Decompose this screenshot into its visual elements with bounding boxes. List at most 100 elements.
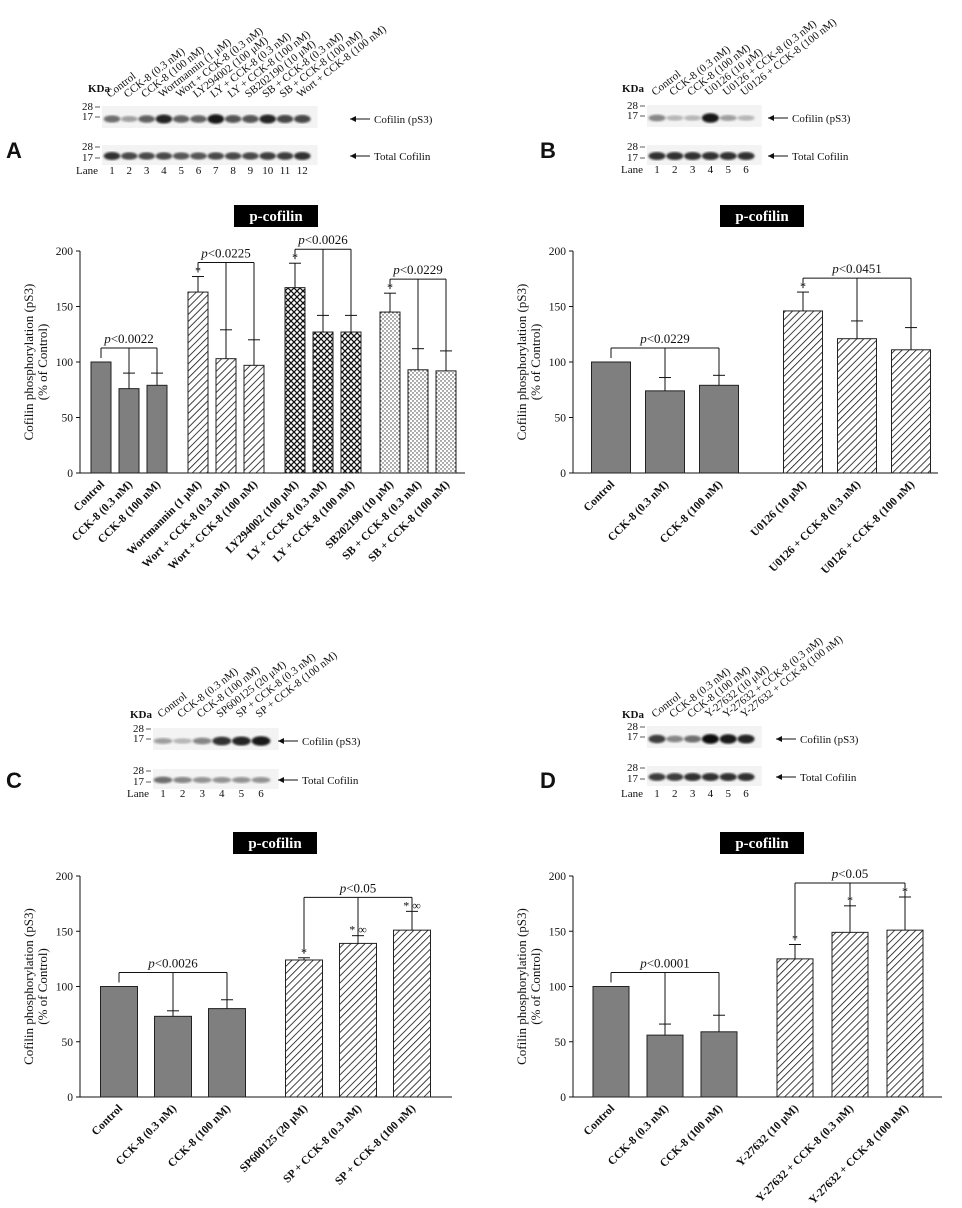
significance-label: p<0.0225 (200, 246, 251, 261)
significance-bracket: p<0.0451 (802, 261, 912, 350)
band-total (224, 152, 242, 160)
y-tick-label: 50 (62, 413, 74, 425)
significance-label: p<0.0001 (639, 956, 690, 971)
lane-number: 9 (248, 165, 254, 177)
kda-marker: 28 (627, 141, 639, 153)
lane-number: 5 (725, 788, 731, 800)
band-total (701, 152, 719, 160)
bar-chart: p-cofilin 0 50 100 150 200 Cofilin phosphoryla… (514, 205, 938, 577)
bar-chart: p-cofilin 0 50 100 150 200 Cofilin phosphoryla… (21, 205, 465, 573)
bar-chart: p-cofilin 0 50 100 150 200 Cofilin phosphoryla… (514, 832, 942, 1207)
y-axis-title-units: (% of Control) (528, 948, 543, 1025)
band-total (192, 777, 212, 783)
lane-word: Lane (127, 788, 149, 800)
kda-marker: 17 (627, 110, 639, 122)
kda-marker: 17 (627, 731, 639, 743)
lane-number: 11 (280, 165, 291, 177)
y-tick-label: 150 (56, 926, 74, 938)
bar (90, 361, 112, 474)
lane-number: 4 (161, 165, 167, 177)
band-ps3 (684, 735, 702, 743)
lane-number: 4 (708, 788, 714, 800)
lane-word: Lane (76, 165, 98, 177)
band-ps3 (719, 114, 737, 122)
band-label: Total Cofilin (374, 151, 431, 163)
band-total (242, 152, 259, 160)
panel-letter: B (540, 138, 556, 163)
significance-label: p<0.0229 (392, 262, 443, 277)
band-ps3 (212, 736, 232, 746)
band-ps3 (190, 115, 207, 123)
bar (379, 311, 401, 474)
y-tick-label: 200 (56, 871, 74, 883)
chart-title-box (720, 205, 804, 227)
category-label: U0126 + CCK-8 (100 nM) (819, 479, 917, 577)
y-axis-title: Cofilin phosphorylation (pS3) (21, 284, 36, 441)
category-label: Control (90, 1103, 125, 1138)
band-label: Total Cofilin (800, 772, 857, 784)
band-total (190, 152, 207, 160)
kda-marker: 17 (133, 733, 145, 745)
chart-title: p-cofilin (248, 836, 302, 852)
arrow-head (768, 115, 774, 121)
band-total (251, 777, 271, 783)
bar (284, 287, 306, 474)
significance-bracket: p<0.0026 (118, 956, 228, 1017)
lane-number: 1 (654, 164, 660, 176)
bar (891, 349, 931, 474)
chart-title-box (234, 205, 318, 227)
band-label: Cofilin (pS3) (792, 113, 851, 125)
lane-number: 2 (672, 164, 678, 176)
lane-number: 2 (672, 788, 678, 800)
bar-chart: p-cofilin 0 50 100 150 200 Cofilin phosphoryla… (21, 832, 452, 1188)
lane-number: 1 (160, 788, 166, 800)
band-total (648, 152, 666, 160)
y-tick-label: 150 (549, 302, 567, 314)
kda-label: KDa (622, 83, 645, 95)
bar (243, 364, 265, 474)
band-total (684, 773, 702, 781)
significance-label: p<0.0451 (831, 261, 882, 276)
significance-bracket: p<0.0022 (100, 331, 158, 389)
significance-bracket: p<0.0229 (610, 331, 720, 391)
y-tick-label: 200 (549, 871, 567, 883)
significance-label: p<0.05 (339, 880, 377, 895)
bar (591, 361, 631, 474)
bar (118, 388, 140, 474)
bar (312, 331, 334, 474)
band-total (173, 776, 193, 784)
panel-letter: A (6, 138, 22, 163)
lane-number: 4 (219, 788, 225, 800)
chart-title: p-cofilin (735, 836, 789, 852)
band-ps3 (103, 115, 121, 123)
significance-bracket: p<0.0001 (610, 956, 720, 1036)
band-total (719, 773, 737, 781)
band-total (120, 152, 138, 160)
chart-title: p-cofilin (735, 209, 789, 225)
lane-number: 5 (239, 788, 245, 800)
lane-number: 2 (127, 165, 133, 177)
arrow-head (350, 153, 356, 159)
kda-marker: 28 (82, 141, 94, 153)
lane-number: 7 (213, 165, 219, 177)
y-tick-label: 100 (549, 357, 567, 369)
bar (837, 338, 877, 474)
arrow-head (278, 738, 284, 744)
lane-number: 8 (230, 165, 236, 177)
band-total (212, 777, 232, 783)
significance-bracket: p<0.05 (303, 880, 413, 954)
band-total (648, 773, 666, 781)
arrow-head (768, 153, 774, 159)
lane-number: 4 (708, 164, 714, 176)
band-ps3 (153, 737, 173, 745)
band-ps3 (276, 114, 294, 124)
band-ps3 (737, 115, 755, 121)
lane-number: 6 (196, 165, 202, 177)
category-label: U0126 (10 μM) (749, 479, 810, 540)
kda-marker: 17 (133, 776, 145, 788)
band-ps3 (666, 735, 684, 743)
panel-letter: D (540, 768, 556, 793)
y-tick-label: 100 (549, 982, 567, 994)
